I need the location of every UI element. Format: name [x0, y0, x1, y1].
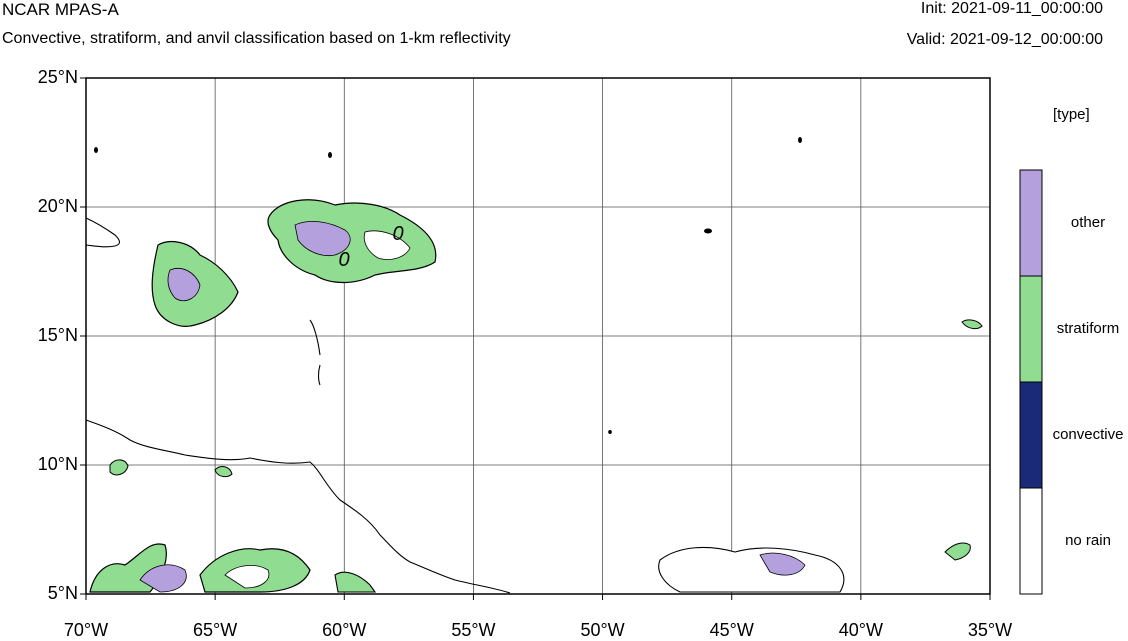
precip-dot-5 [608, 430, 612, 434]
lon-label-7: 35°W [967, 620, 1013, 640]
precip-dot-4 [94, 147, 98, 153]
precip-cluster-south-5 [658, 546, 845, 593]
lat-label-2: 15°N [37, 325, 78, 345]
lat-label-1: 20°N [37, 196, 78, 216]
precip-dot-1 [704, 228, 712, 234]
page-title: NCAR MPAS-A [2, 0, 119, 19]
lon-label-1: 65°W [193, 620, 238, 640]
lon-label-6: 40°W [838, 620, 883, 640]
precip-cluster-small-1 [109, 459, 129, 476]
contour-label-0: 0 [338, 249, 349, 271]
precip-cluster-east-small [944, 542, 971, 561]
precip-cluster-west-inner [167, 268, 201, 302]
lon-label-2: 60°W [322, 620, 367, 640]
lon-label-3: 55°W [451, 620, 496, 640]
precip-cluster-south-5-inner [759, 552, 806, 576]
precipitation-features [89, 137, 983, 593]
valid-time: Valid: 2021-09-12_00:00:00 [906, 31, 1103, 48]
init-time: Init: 2021-09-11_00:00:00 [920, 0, 1103, 17]
precip-dot-3 [328, 152, 332, 158]
coastline-south-america [85, 419, 511, 594]
precip-cluster-south-4 [334, 571, 377, 593]
precip-cluster-far-east [961, 319, 983, 330]
precip-cluster-small-2 [214, 466, 233, 478]
precip-cluster-south-2 [139, 564, 187, 593]
lat-label-4: 5°N [47, 583, 78, 603]
page-subtitle: Convective, stratiform, and anvil classi… [2, 30, 511, 47]
legend-label-convective: convective [1052, 426, 1124, 443]
lon-label-5: 45°W [709, 620, 754, 640]
lat-label-3: 10°N [37, 454, 78, 474]
legend-title: [type] [1053, 106, 1090, 123]
coastline-puerto-rico [85, 217, 121, 248]
coastlines [85, 217, 511, 594]
legend-label-other: other [1070, 214, 1106, 231]
lon-label-4: 50°W [580, 620, 625, 640]
lat-label-0: 25°N [37, 67, 78, 87]
precip-cluster-north-inner [294, 220, 351, 257]
map-frame [80, 77, 991, 600]
contour-label-1: 0 [392, 223, 403, 245]
coastline-islands [309, 319, 321, 386]
precip-cluster-north [267, 199, 437, 284]
precip-cluster-north-inner2 [363, 230, 411, 260]
precip-dot-2 [798, 137, 802, 143]
lon-label-0: 70°W [63, 620, 109, 640]
legend-label-stratiform: stratiform [1056, 320, 1120, 337]
precip-cluster-south-3-inner [224, 565, 270, 589]
legend-label-no-rain: no rain [1065, 532, 1111, 549]
